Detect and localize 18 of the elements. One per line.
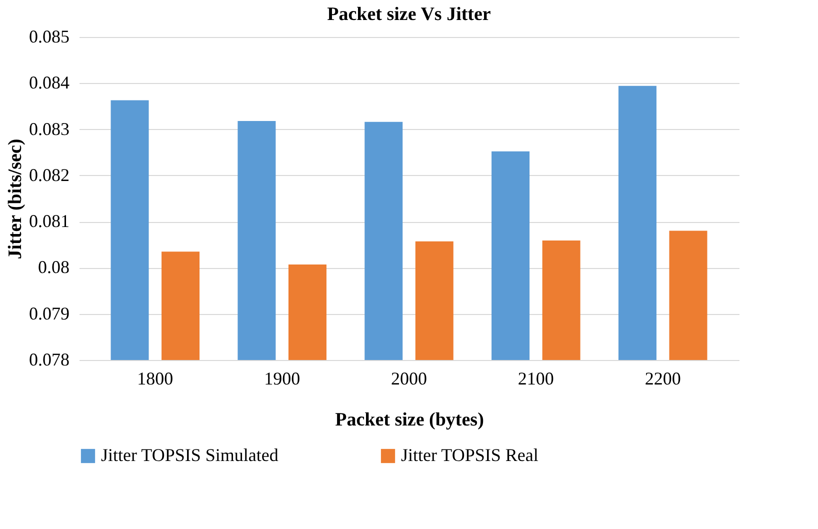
y-tick-label: 0.082	[29, 164, 70, 185]
y-tick-label: 0.078	[29, 350, 70, 370]
y-axis-title: Jitter (bits/sec)	[5, 138, 26, 260]
x-tick-label: 1900	[264, 368, 300, 388]
y-tick-label: 0.085	[29, 26, 70, 46]
x-axis-title: Packet size (bytes)	[335, 410, 484, 430]
y-tick-label: 0.083	[29, 118, 70, 139]
x-tick-label: 1800	[137, 368, 174, 388]
legend-label: Jitter TOPSIS Real	[401, 445, 538, 465]
chart-title: Packet size Vs Jitter	[327, 4, 492, 25]
x-tick-label: 2100	[518, 368, 554, 388]
y-tick-label: 0.08	[38, 257, 70, 278]
x-tick-label: 2000	[391, 368, 427, 388]
y-tick-label: 0.084	[29, 72, 70, 93]
y-tick-label: 0.079	[29, 303, 70, 324]
legend-label: Jitter TOPSIS Simulated	[101, 445, 278, 465]
x-tick-label: 2200	[644, 368, 681, 388]
y-tick-label: 0.081	[29, 211, 70, 232]
